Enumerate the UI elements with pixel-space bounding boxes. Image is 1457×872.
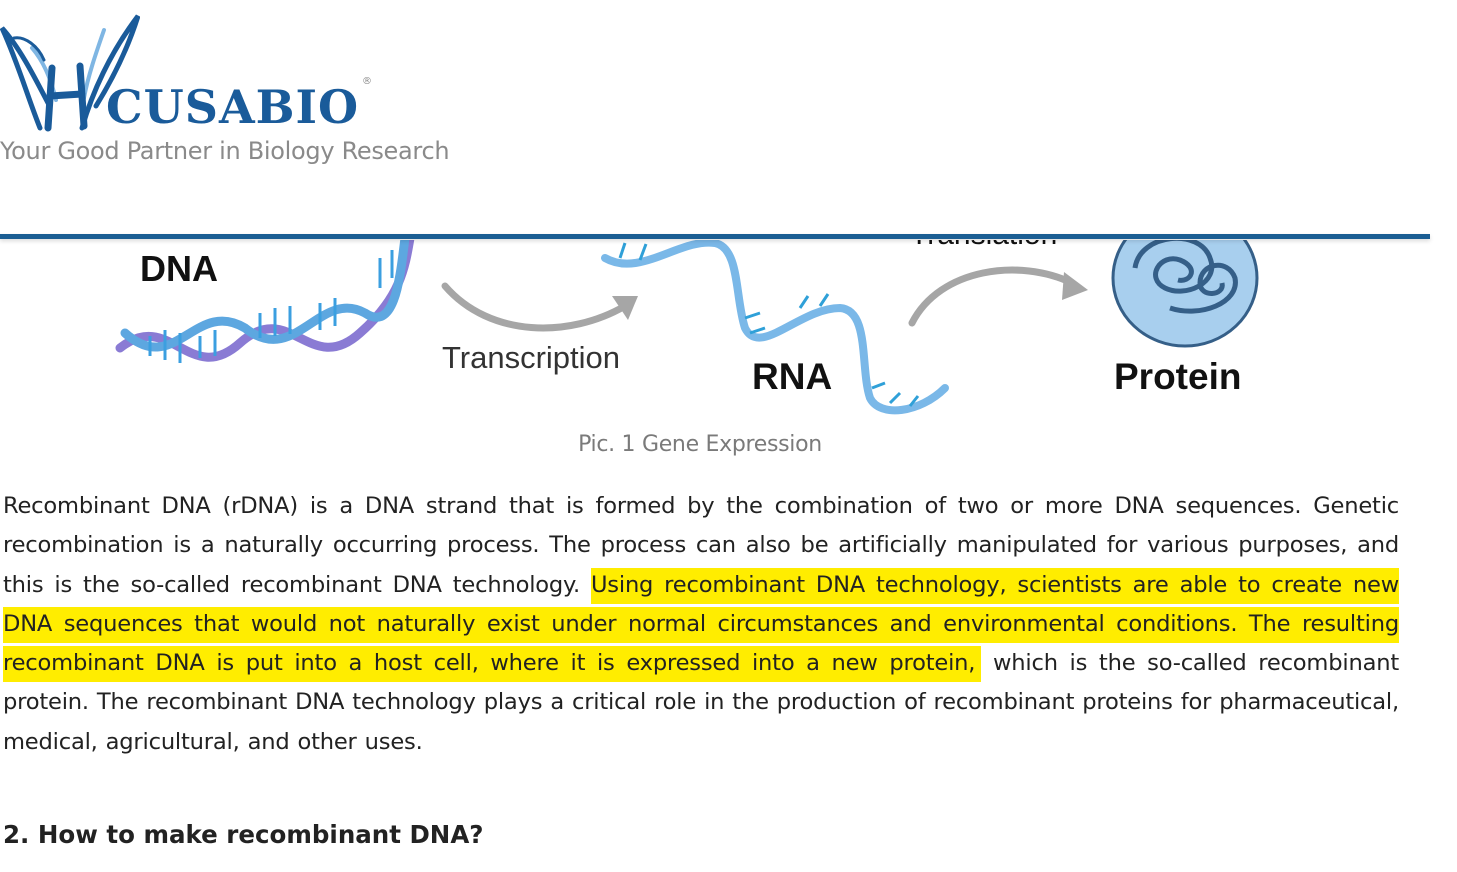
registered-mark: ® [362, 76, 372, 87]
paragraph-text: Recombinant DNA (rDNA) is a DNA strand t… [3, 493, 1399, 598]
label-rna: RNA [752, 356, 833, 397]
cusabio-logo[interactable]: CUSABIO ® [0, 8, 380, 134]
paragraph-text-end: which is the so-called recombinant prote… [3, 650, 1400, 755]
label-protein: Protein [1114, 356, 1242, 397]
tagline: Your Good Partner in Biology Research [0, 137, 450, 165]
logo-wordmark: CUSABIO [106, 80, 360, 134]
label-dna: DNA [140, 248, 218, 289]
header-divider [0, 234, 1430, 239]
figure-caption: Pic. 1 Gene Expression [578, 432, 822, 457]
protein-illustration [1111, 238, 1259, 348]
transcription-arrow [441, 282, 629, 332]
butterfly-h-icon [0, 14, 140, 132]
article-paragraph: Recombinant DNA (rDNA) is a DNA strand t… [3, 487, 1399, 762]
gene-expression-figure: DNA Transcription RNA Translation Protei… [0, 238, 1430, 428]
label-translation: Translation [910, 238, 1057, 252]
site-header: CUSABIO ® Your Good Partner in Biology R… [0, 0, 1430, 240]
label-transcription: Transcription [442, 340, 621, 375]
translation-arrow [908, 266, 1076, 327]
section-heading: 2. How to make recombinant DNA? [3, 820, 484, 849]
dna-helix-illustration [115, 238, 415, 363]
rna-strand-illustration [601, 238, 949, 415]
